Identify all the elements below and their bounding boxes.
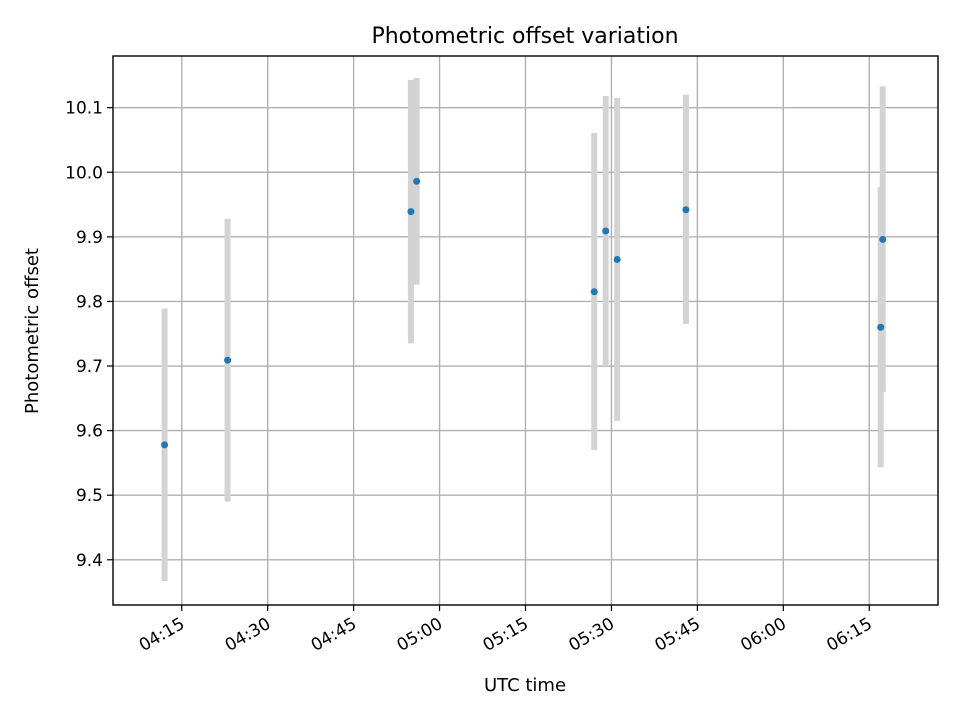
x-tick-label: 05:00: [394, 614, 446, 656]
x-axis-label: UTC time: [484, 675, 566, 696]
y-tick-label: 9.9: [76, 228, 103, 248]
x-tick-label: 04:30: [222, 614, 274, 656]
x-tick-label: 05:30: [566, 614, 618, 656]
y-tick-label: 9.7: [76, 357, 103, 377]
data-point: [407, 208, 415, 216]
data-point: [879, 235, 887, 243]
y-tick-label: 9.6: [76, 422, 103, 442]
error-bars: [161, 77, 886, 582]
chart-title: Photometric offset variation: [371, 24, 678, 49]
x-tick-label: 06:15: [823, 614, 875, 656]
y-tick-label: 9.5: [76, 486, 103, 506]
x-axis-ticks: 04:15 04:30 04:45 05:00 05:15 05:30 05:45 06:00…: [136, 605, 876, 656]
y-tick-label: 10.0: [65, 163, 103, 183]
y-axis-label: Photometric offset: [22, 248, 43, 414]
data-point: [413, 177, 421, 185]
data-point: [590, 288, 598, 296]
y-tick-label: 10.1: [65, 99, 103, 119]
y-axis-ticks: 9.4 9.5 9.6 9.7 9.8 9.9 10.0 10.1: [65, 99, 113, 571]
y-tick-label: 9.4: [76, 551, 103, 571]
data-point: [161, 441, 169, 449]
x-tick-label: 05:45: [651, 614, 703, 656]
y-tick-label: 9.8: [76, 292, 103, 312]
x-tick-label: 04:45: [308, 614, 360, 656]
x-tick-label: 05:15: [480, 614, 532, 656]
data-point: [602, 227, 610, 235]
data-point: [613, 255, 621, 263]
data-points: [161, 177, 887, 449]
data-point: [682, 206, 690, 214]
x-tick-label: 06:00: [737, 614, 789, 656]
x-tick-label: 04:15: [136, 614, 188, 656]
grid-lines: [113, 56, 938, 605]
data-point: [224, 356, 232, 364]
data-point: [877, 323, 885, 331]
